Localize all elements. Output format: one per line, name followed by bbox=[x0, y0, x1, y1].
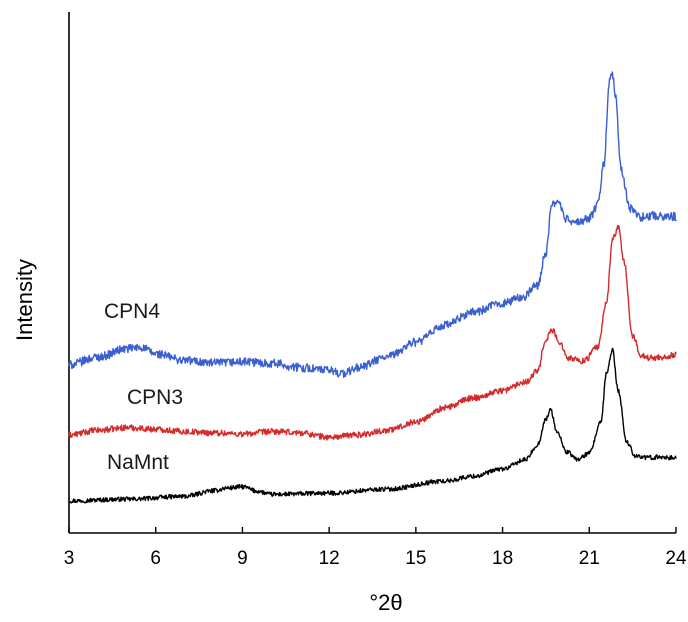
series-label-cpn3: CPN3 bbox=[127, 386, 183, 409]
x-tick-label: 9 bbox=[237, 548, 248, 569]
series-line-namnt bbox=[68, 347, 677, 504]
series-label-cpn4: CPN4 bbox=[104, 300, 160, 323]
x-tick-label: 3 bbox=[64, 548, 75, 569]
x-tick-label: 12 bbox=[319, 548, 340, 569]
x-tick-label: 21 bbox=[579, 548, 600, 569]
series-labels: NaMnt CPN3 CPN4 bbox=[104, 300, 183, 474]
x-tick-label: 15 bbox=[405, 548, 426, 569]
axes bbox=[68, 12, 676, 534]
x-tick-label: 18 bbox=[492, 548, 513, 569]
y-axis-title: Intensity bbox=[12, 259, 37, 341]
x-tick-label: 6 bbox=[150, 548, 161, 569]
x-ticks: 3 6 9 12 15 18 21 24 bbox=[64, 527, 687, 569]
series-label-namnt: NaMnt bbox=[107, 451, 169, 474]
series-layer bbox=[68, 71, 677, 504]
series-line-cpn4 bbox=[68, 71, 677, 379]
x-tick-label: 24 bbox=[665, 548, 687, 569]
series-line-cpn3 bbox=[68, 224, 677, 441]
x-axis-title: °2θ bbox=[369, 590, 402, 615]
